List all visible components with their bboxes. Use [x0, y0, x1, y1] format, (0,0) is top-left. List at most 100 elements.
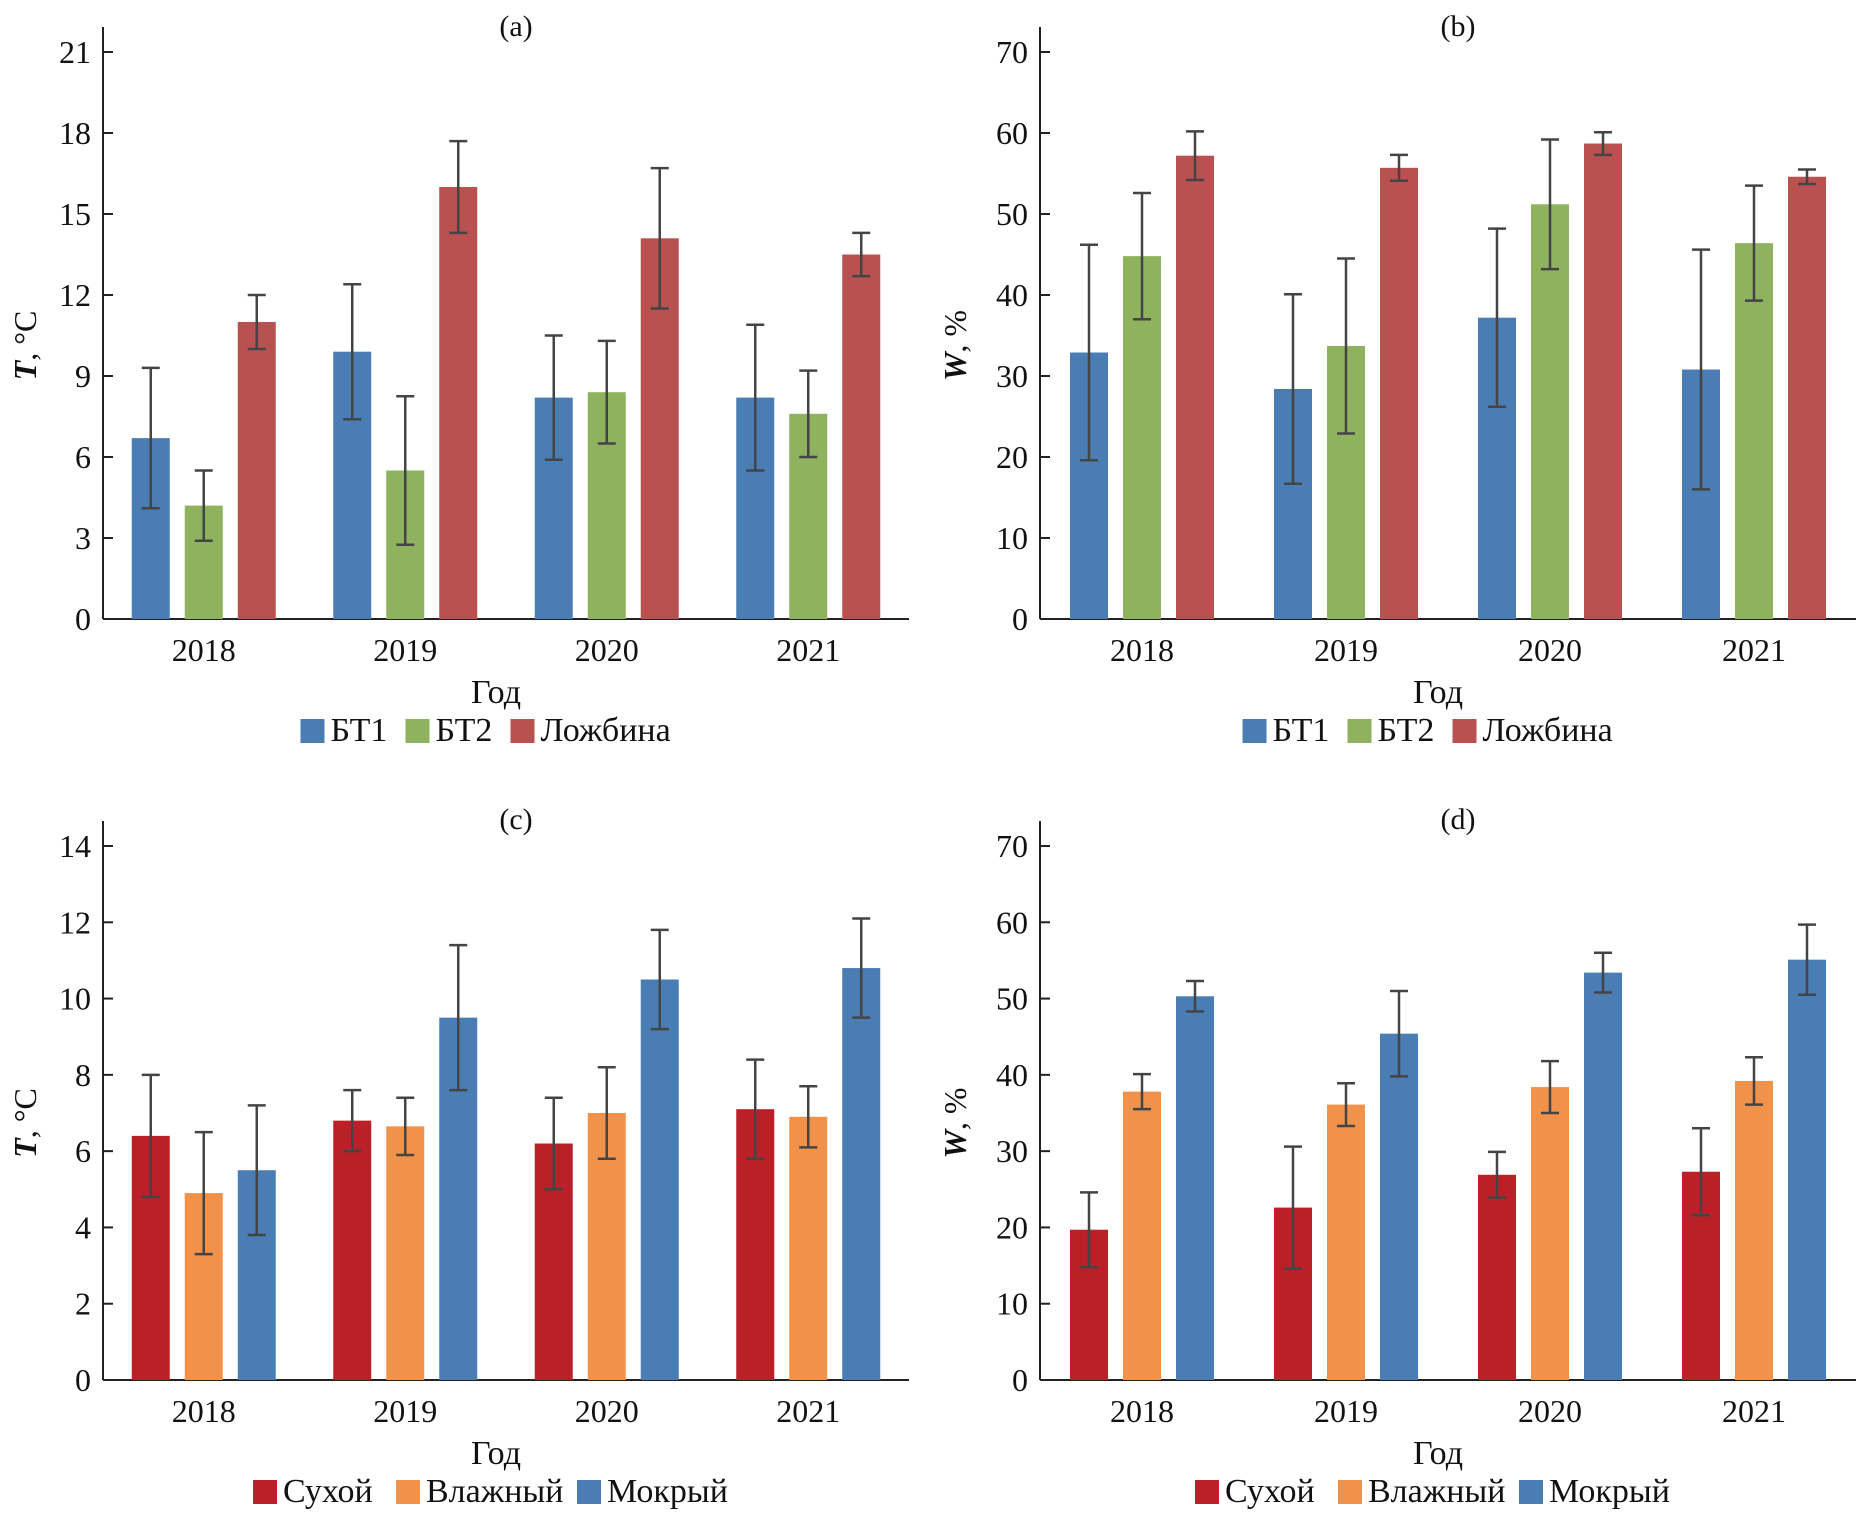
y-tick-label: 12 [59, 277, 91, 313]
error-bar-Мокрый-2019 [1390, 989, 1408, 1078]
error-bar-Сухой-2019 [343, 1088, 362, 1153]
error-bar-Ложбина-2020 [650, 166, 669, 310]
bar-Ложбина-2021 [1788, 176, 1826, 620]
bar-Влажный-2018 [1123, 1091, 1161, 1380]
x-tick-label: 2020 [1518, 1393, 1582, 1429]
legend-swatch-Влажный [1338, 1480, 1362, 1504]
x-axis-label: Год [1413, 1435, 1463, 1472]
y-axis-variable: T [7, 359, 43, 380]
y-tick-label: 3 [75, 520, 91, 556]
legend-label: БТ1 [1273, 712, 1330, 749]
y-tick-label: 6 [75, 1133, 91, 1169]
x-tick-label: 2018 [1110, 1393, 1174, 1429]
y-tick-label: 0 [1012, 601, 1028, 637]
panel-d: (d) 0 10 20 30 40 50 60 70 W, % 2018 2019 2020 2021 Го… [928, 767, 1856, 1534]
error-bar-Мокрый-2020 [1594, 951, 1612, 994]
error-bar-Влажный-2019 [1337, 1081, 1355, 1128]
error-bar-Влажный-2020 [597, 1065, 616, 1161]
error-bar-БТ1-2019 [343, 282, 362, 421]
x-tick-label: 2021 [1722, 632, 1786, 668]
legend-label: Влажный [1368, 1473, 1505, 1510]
error-bar-Ложбина-2018 [1186, 130, 1204, 182]
y-axis-label: W, % [937, 1087, 973, 1158]
y-tick-label: 10 [996, 1286, 1028, 1322]
error-bar-БТ2-2021 [799, 369, 818, 459]
legend-label: Ложбина [541, 712, 671, 749]
error-bar-БТ2-2020 [597, 339, 616, 445]
error-bar-БТ1-2021 [1692, 248, 1710, 491]
y-tick-label: 20 [996, 439, 1028, 475]
error-bar-Ложбина-2020 [1594, 130, 1612, 157]
error-bar-Сухой-2020 [1488, 1150, 1506, 1199]
x-tick-label: 2019 [373, 1393, 437, 1429]
bar-Влажный-2019 [1327, 1104, 1365, 1380]
legend-label: БТ1 [331, 712, 388, 749]
error-bar-БТ1-2020 [544, 334, 563, 461]
bar-Влажный-2021 [1735, 1080, 1773, 1380]
x-tick-label: 2018 [172, 632, 236, 668]
x-tick-label: 2021 [776, 632, 840, 668]
x-tick-label: 2020 [575, 1393, 639, 1429]
bar-Влажный-2020 [1531, 1087, 1569, 1380]
error-bar-Мокрый-2018 [1186, 979, 1204, 1013]
y-axis-variable: W [937, 1128, 973, 1159]
error-bar-Влажный-2019 [396, 1096, 415, 1157]
y-tick-label: 40 [996, 1057, 1028, 1093]
legend-label: Влажный [426, 1473, 563, 1510]
error-bar-Влажный-2020 [1541, 1059, 1559, 1115]
error-bar-БТ1-2021 [746, 323, 765, 472]
y-axis-variable: W [937, 350, 973, 381]
error-bar-БТ2-2021 [1745, 184, 1763, 302]
legend-label: Сухой [283, 1473, 373, 1510]
legend-swatch-Сухой [253, 1480, 277, 1504]
error-bar-БТ2-2018 [1133, 191, 1151, 321]
error-bar-Сухой-2018 [1080, 1191, 1098, 1269]
error-bar-БТ1-2019 [1284, 292, 1302, 485]
bar-Сухой-2019 [333, 1120, 372, 1380]
legend-label: Мокрый [1549, 1473, 1670, 1510]
error-bar-БТ2-2018 [194, 469, 213, 542]
legend-swatch-БТ2 [1347, 719, 1372, 743]
y-axis-unit: , °C [7, 1088, 43, 1138]
y-tick-label: 0 [75, 1362, 91, 1398]
x-tick-label: 2019 [1314, 1393, 1378, 1429]
bar-Сухой-2020 [1478, 1174, 1516, 1380]
bar-Влажный-2021 [789, 1116, 828, 1380]
y-tick-label: 4 [75, 1209, 91, 1245]
x-tick-label: 2020 [575, 632, 639, 668]
error-bar-Влажный-2021 [1745, 1056, 1763, 1106]
error-bar-Сухой-2020 [544, 1096, 563, 1191]
error-bar-Ложбина-2021 [852, 231, 871, 278]
y-tick-label: 20 [996, 1209, 1028, 1245]
error-bar-БТ2-2019 [1337, 257, 1355, 435]
y-tick-label: 60 [996, 904, 1028, 940]
chart-b: (b) 0 10 20 30 40 50 60 70 W, % 2018 2019 2020 2021 Го… [937, 10, 1856, 749]
y-tick-label: 10 [996, 520, 1028, 556]
bar-Мокрый-2021 [842, 968, 881, 1380]
bar-Влажный-2019 [386, 1126, 425, 1380]
panel-label: (d) [1441, 803, 1476, 836]
error-bar-Сухой-2021 [1692, 1127, 1710, 1217]
y-axis-label: W, % [937, 310, 973, 381]
legend-swatch-БТ1 [300, 719, 325, 743]
error-bar-Сухой-2021 [746, 1058, 765, 1161]
error-bar-БТ2-2020 [1541, 138, 1559, 271]
y-tick-label: 15 [59, 196, 91, 232]
panel-b: (b) 0 10 20 30 40 50 60 70 W, % 2018 2019 2020 2021 Го… [928, 0, 1856, 767]
error-bar-Ложбина-2019 [1390, 153, 1408, 183]
y-tick-label: 6 [75, 439, 91, 475]
bar-Ложбина-2019 [439, 187, 478, 619]
error-bar-БТ2-2019 [396, 395, 415, 546]
bar-Ложбина-2018 [1176, 155, 1214, 619]
bar-Ложбина-2021 [842, 254, 881, 619]
error-bar-Ложбина-2019 [449, 139, 468, 235]
bar-Ложбина-2020 [1584, 143, 1622, 619]
error-bar-Влажный-2021 [799, 1085, 818, 1149]
y-axis-unit: , % [937, 1087, 973, 1130]
legend-label: БТ2 [1378, 712, 1435, 749]
legend-swatch-Ложбина [1452, 719, 1477, 743]
x-tick-label: 2019 [373, 632, 437, 668]
y-tick-label: 30 [996, 358, 1028, 394]
panel-label: (a) [499, 10, 532, 43]
